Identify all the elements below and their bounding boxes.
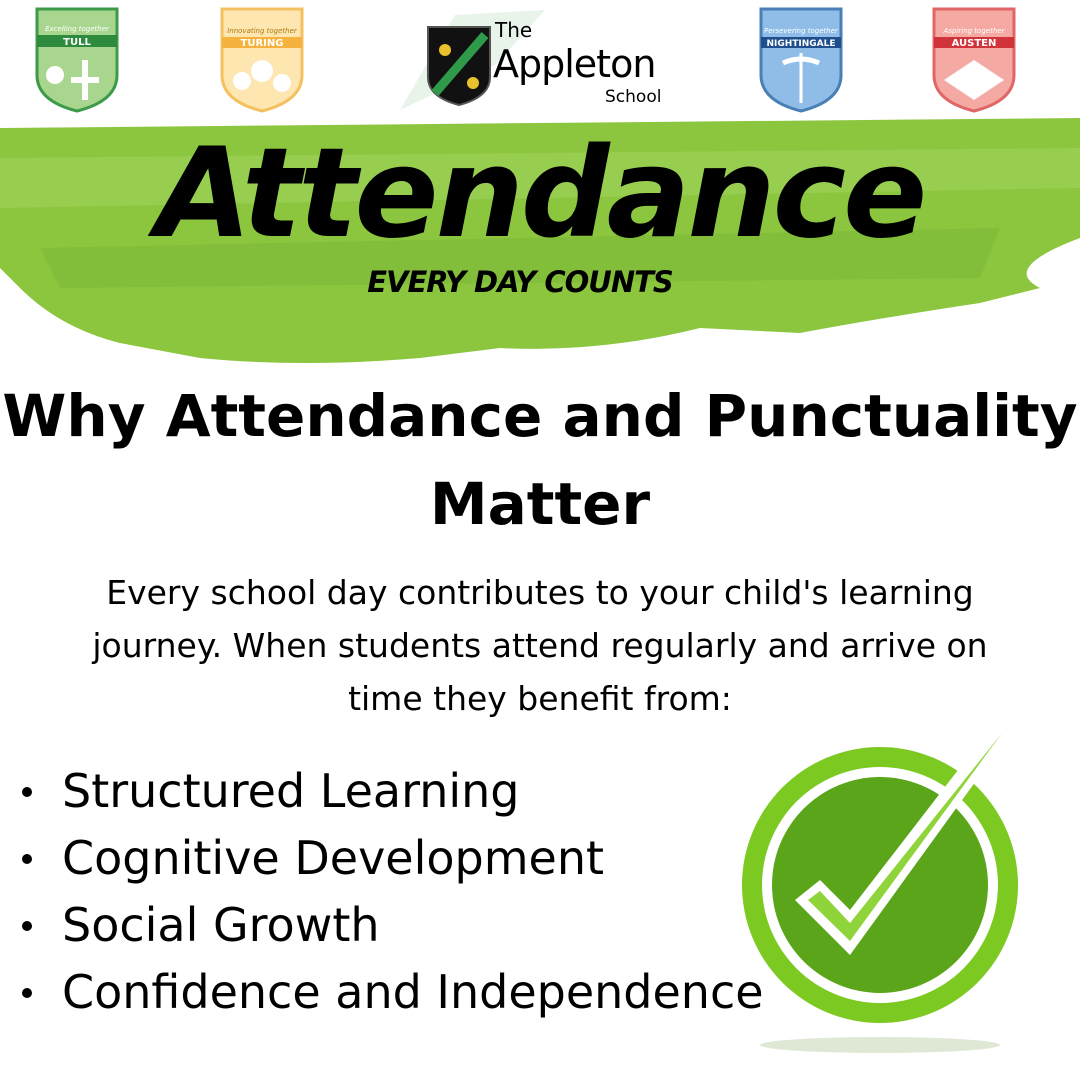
green-brush-stroke	[0, 118, 1080, 363]
banner-tagline: EVERY DAY COUNTS	[367, 265, 674, 299]
turing-house-badge: Innovating together TURING	[218, 5, 306, 113]
list-item: Social Growth	[10, 892, 764, 959]
bullet-icon	[22, 786, 32, 797]
house-motto: Aspiring together	[943, 27, 1006, 35]
body-line-1: Every school day contributes to your chi…	[106, 573, 974, 612]
bullet-icon	[22, 987, 32, 998]
tull-house-badge: Excelling together TULL	[33, 5, 121, 113]
intro-paragraph: Every school day contributes to your chi…	[20, 566, 1060, 725]
benefit-label: Social Growth	[62, 898, 380, 952]
benefit-label: Structured Learning	[62, 764, 520, 818]
banner-title: Attendance	[155, 122, 927, 266]
benefits-list: Structured Learning Cognitive Developmen…	[10, 758, 764, 1026]
body-line-3: time they benefit from:	[348, 679, 732, 718]
appleton-school-logo: The Appleton School	[395, 5, 685, 115]
logo-name: Appleton	[493, 42, 656, 86]
house-motto: Excelling together	[45, 25, 110, 33]
benefit-label: Cognitive Development	[62, 831, 605, 885]
house-name: TURING	[241, 38, 284, 49]
body-line-2: journey. When students attend regularly …	[92, 626, 988, 665]
house-motto: Innovating together	[227, 27, 298, 35]
heading-line-2: Matter	[429, 470, 651, 538]
checkmark-icon	[742, 720, 1020, 1053]
bullet-icon	[22, 853, 32, 864]
heading-line-1: Why Attendance and Punctuality	[2, 382, 1078, 450]
list-item: Confidence and Independence	[10, 959, 764, 1026]
house-name: AUSTEN	[952, 38, 997, 49]
bullet-icon	[22, 920, 32, 931]
logo-the: The	[495, 18, 533, 42]
house-name: NIGHTINGALE	[766, 39, 835, 49]
list-item: Cognitive Development	[10, 825, 764, 892]
austen-house-badge: Aspiring together AUSTEN	[930, 5, 1018, 113]
nightingale-house-badge: Persevering together NIGHTINGALE	[757, 5, 845, 113]
benefit-label: Confidence and Independence	[62, 965, 764, 1019]
logo-school: School	[605, 87, 662, 107]
list-item: Structured Learning	[10, 758, 764, 825]
page-heading: Why Attendance and Punctuality Matter	[0, 372, 1080, 548]
house-motto: Persevering together	[764, 27, 839, 35]
house-name: TULL	[63, 37, 91, 48]
